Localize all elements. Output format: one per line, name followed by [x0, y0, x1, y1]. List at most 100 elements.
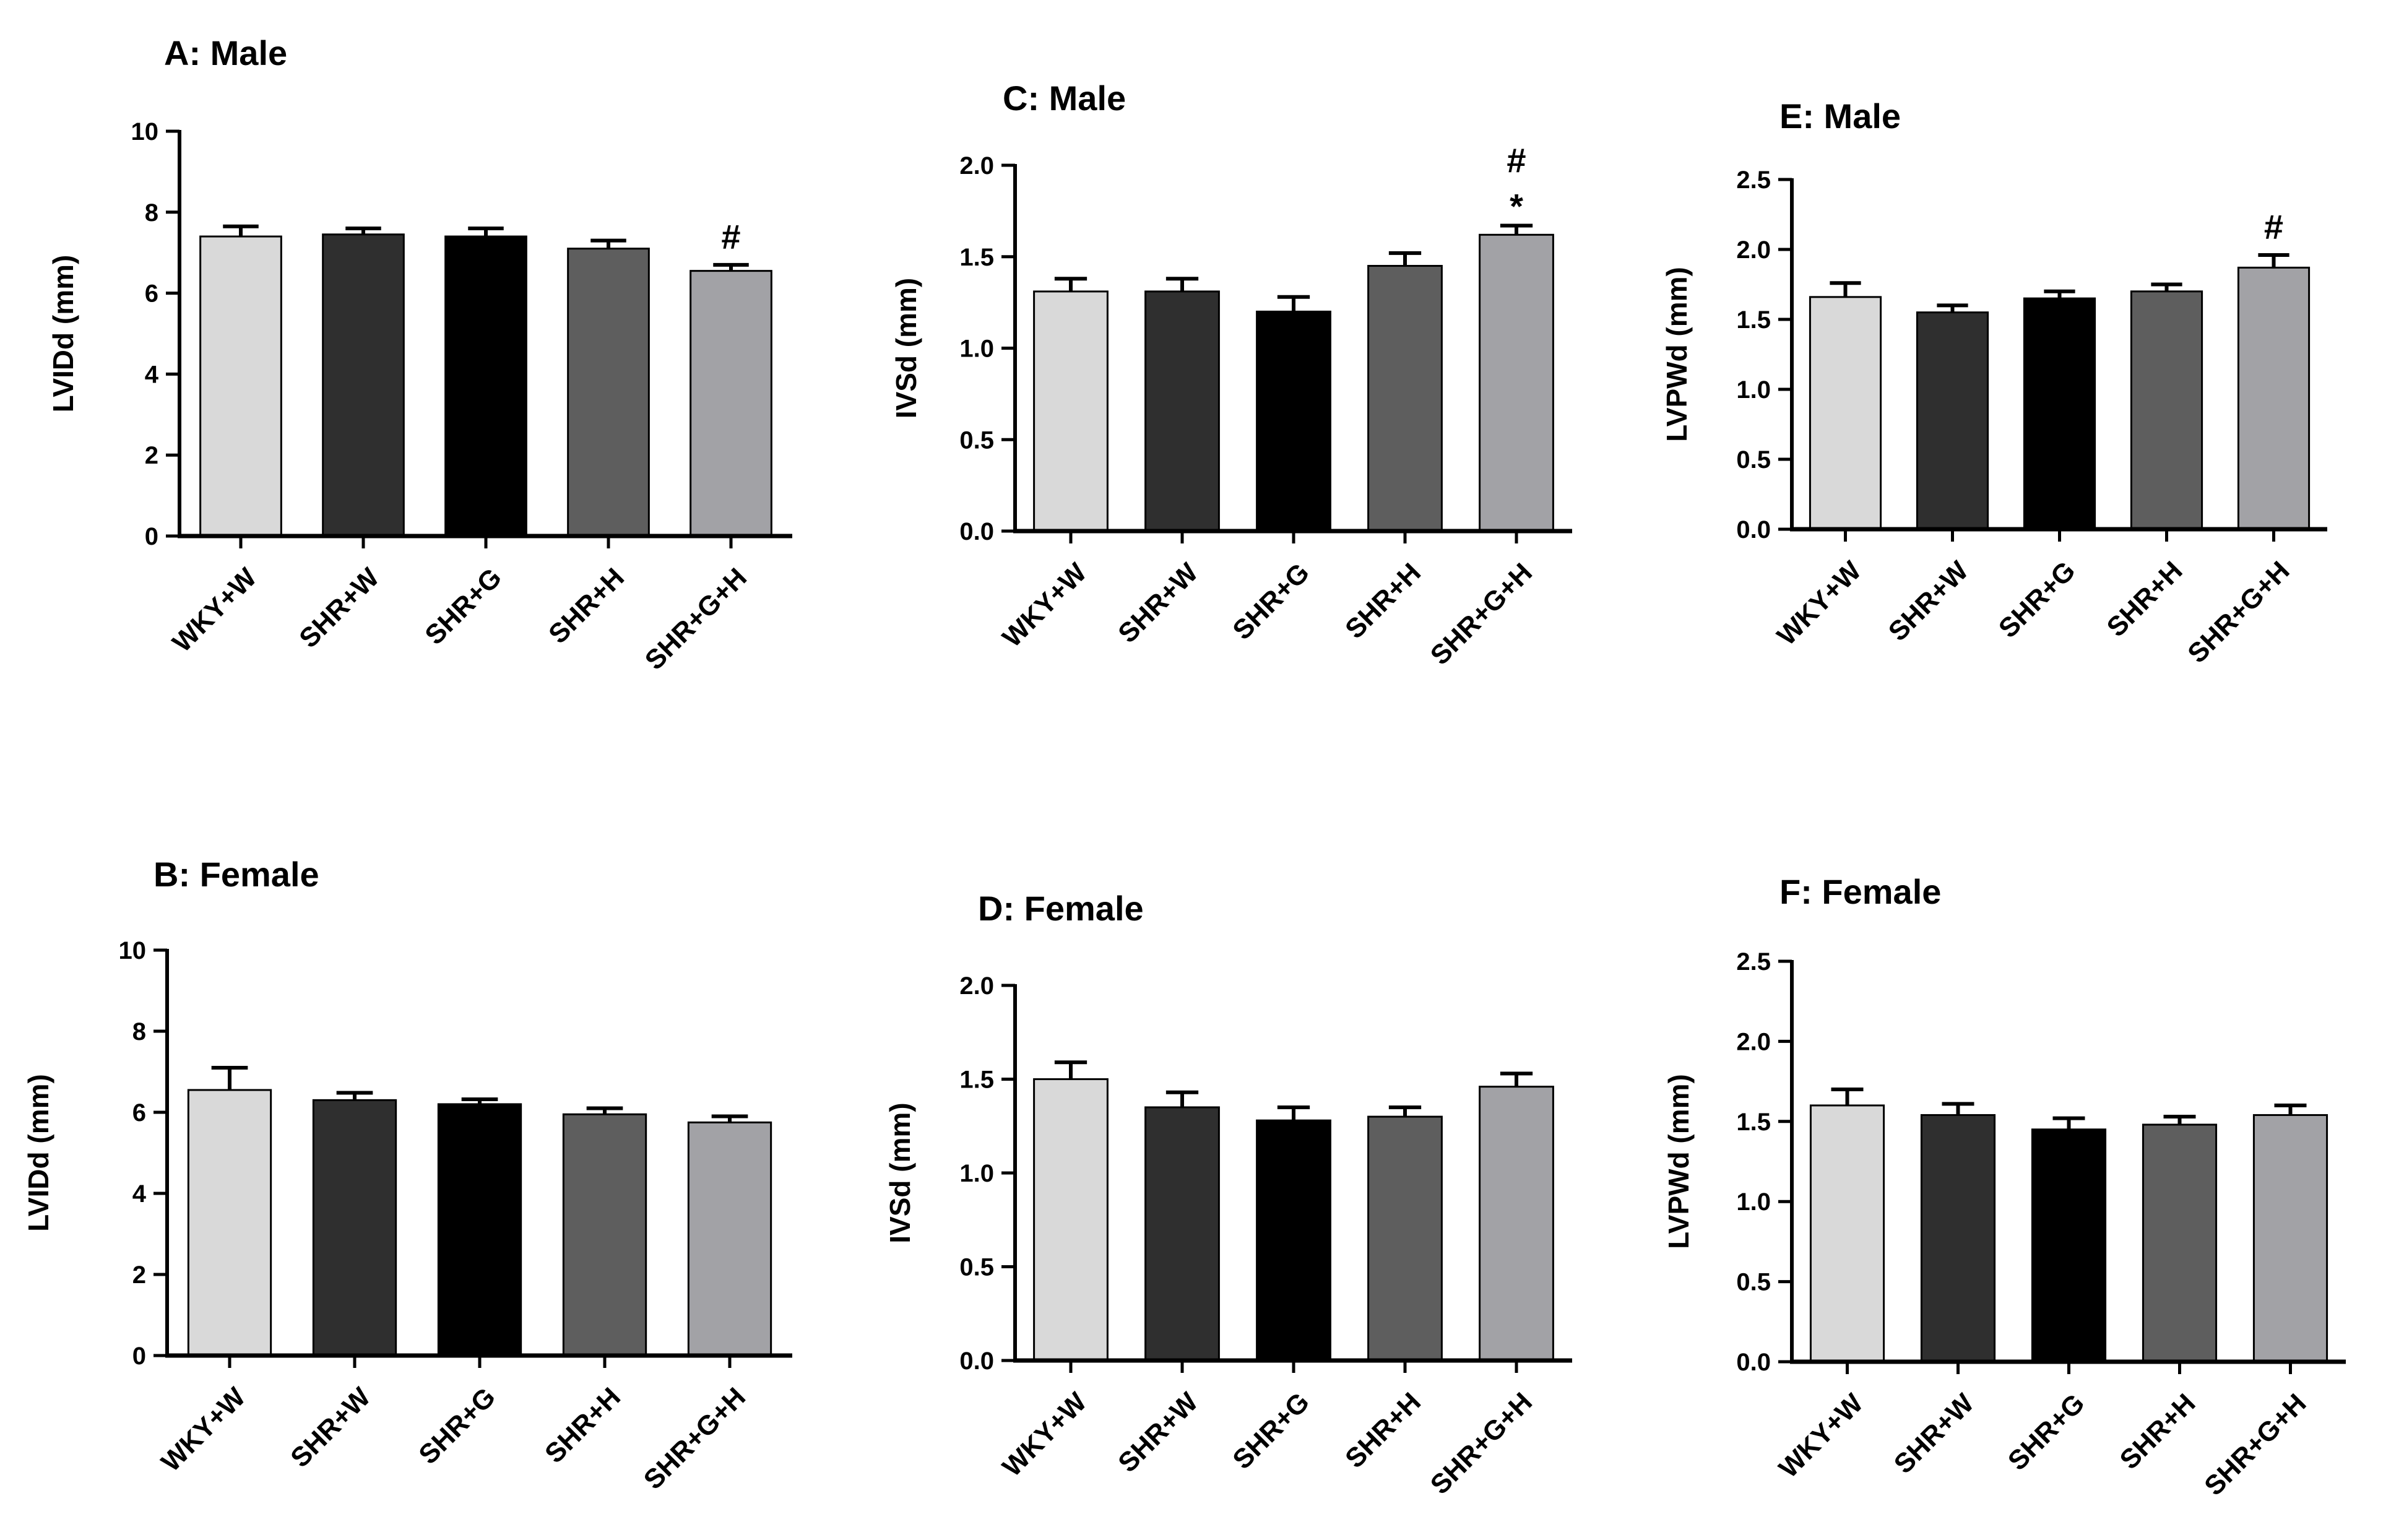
bar [199, 235, 282, 537]
y-tick-label: 8 [145, 199, 158, 227]
significance-mark: # [1507, 141, 1526, 180]
panel-title: B: Female [153, 855, 319, 894]
y-tick-label: 2.5 [1736, 167, 1771, 194]
y-axis-label: IVSd (mm) [884, 1102, 916, 1243]
y-tick-label: 1.0 [1736, 376, 1771, 404]
y-tick-label: 1.0 [1736, 1188, 1771, 1216]
y-tick-label: 2.0 [959, 152, 994, 180]
bar [1809, 296, 1882, 530]
significance-mark: # [721, 217, 740, 256]
bar [1916, 311, 1989, 530]
y-axis-label: LVIDd (mm) [22, 1074, 54, 1232]
chart-panel-e: E: Male LVPWd (mm) WKY+W SHR+W SHR+G SHR+H # SH… [1661, 97, 2327, 669]
x-tick-label: WKY+W [155, 1382, 251, 1477]
panel-title: D: Female [978, 889, 1144, 928]
chart-panel-b: B: Female LVIDd (mm) WKY+W SHR+W SHR+G SHR+H S… [22, 855, 792, 1495]
bar [567, 248, 650, 537]
x-tick-label: WKY+W [997, 557, 1092, 653]
x-tick-label: SHR+H [543, 562, 630, 649]
x-tick-label: SHR+G [419, 562, 508, 651]
chart-panel-d: D: Female IVSd (mm) WKY+W SHR+W SHR+G SHR+HSH… [884, 889, 1572, 1500]
y-tick-label: 2 [132, 1261, 146, 1289]
y-tick-label: 0.0 [1736, 516, 1771, 543]
y-tick-label: 0.5 [959, 426, 994, 454]
bar [187, 1089, 272, 1357]
x-tick-label: SHR+H [539, 1382, 626, 1469]
significance-mark: * [1510, 187, 1523, 226]
bar [2252, 1114, 2328, 1363]
y-tick-label: 10 [131, 118, 159, 145]
y-tick-label: 0.0 [959, 1348, 994, 1375]
x-tick-label: SHR+G+H [1425, 1386, 1538, 1500]
significance-mark: # [2264, 207, 2283, 246]
x-tick-label: WKY+W [166, 562, 262, 658]
x-tick-label: SHR+W [1888, 1388, 1980, 1479]
bar [1256, 310, 1331, 532]
x-tick-label: SHR+G+H [1425, 557, 1538, 670]
y-axis-label: LVPWd (mm) [1662, 1074, 1695, 1249]
y-tick-label: 6 [132, 1099, 146, 1127]
x-tick-label: SHR+W [1112, 557, 1204, 649]
x-tick-label: SHR+W [1883, 555, 1974, 647]
bar [2023, 297, 2096, 530]
bar [2130, 290, 2203, 530]
y-axis-label: LVPWd (mm) [1661, 267, 1693, 442]
x-tick-label: SHR+H [1339, 557, 1427, 644]
bar [322, 233, 405, 537]
y-tick-label: 0.0 [959, 518, 994, 545]
x-tick-label: WKY+W [1771, 555, 1867, 651]
y-tick-label: 8 [132, 1018, 146, 1045]
bar [690, 270, 772, 537]
y-axis-label: IVSd (mm) [890, 278, 922, 418]
panel-title: C: Male [1003, 79, 1126, 118]
x-tick-label: SHR+W [285, 1382, 376, 1473]
x-tick-label: SHR+W [1112, 1386, 1204, 1478]
y-tick-label: 0 [145, 523, 158, 550]
x-tick-label: SHR+H [1339, 1386, 1427, 1474]
y-tick-label: 1.5 [1736, 306, 1771, 334]
bar [1033, 1078, 1109, 1362]
chart-panel-a: A: Male LVIDd (mm) WKY+W SHR+W SHR+G SHR+H # SH… [47, 33, 792, 676]
bar [312, 1099, 397, 1357]
y-tick-label: 2.0 [1736, 236, 1771, 264]
y-tick-label: 4 [132, 1180, 147, 1208]
y-tick-label: 1.0 [959, 335, 994, 363]
y-tick-label: 0.5 [1736, 1269, 1771, 1296]
bar [1144, 290, 1220, 532]
bar [1809, 1104, 1885, 1363]
y-tick-label: 1.5 [959, 1066, 994, 1094]
x-tick-label: SHR+H [2114, 1388, 2202, 1475]
bar [562, 1113, 647, 1357]
y-tick-label: 4 [145, 361, 159, 388]
y-tick-label: 1.5 [1736, 1109, 1771, 1136]
y-tick-label: 6 [145, 280, 158, 308]
x-tick-label: SHR+W [293, 562, 385, 654]
y-tick-label: 0 [132, 1343, 146, 1370]
x-tick-label: SHR+G [413, 1382, 501, 1470]
chart-panel-c: C: Male IVSd (mm) WKY+W SHR+W SHR+G SHR+H * # SH… [890, 79, 1572, 671]
x-tick-label: SHR+G [1227, 557, 1315, 646]
y-tick-label: 2.5 [1736, 948, 1771, 975]
x-tick-label: SHR+G+H [2182, 555, 2295, 668]
y-tick-label: 1.0 [959, 1160, 994, 1187]
bar [1479, 1086, 1554, 1362]
x-tick-label: SHR+G [1227, 1386, 1315, 1475]
x-tick-label: SHR+H [2101, 555, 2189, 642]
x-tick-label: WKY+W [997, 1386, 1092, 1482]
x-tick-label: SHR+G+H [638, 1382, 751, 1495]
y-tick-label: 10 [119, 937, 147, 964]
y-tick-label: 0.5 [959, 1254, 994, 1281]
y-axis-label: LVIDd (mm) [47, 255, 79, 413]
y-tick-label: 1.5 [959, 244, 994, 271]
y-tick-label: 2.0 [959, 972, 994, 1000]
bar [1256, 1119, 1331, 1362]
panel-title: E: Male [1779, 97, 1901, 136]
y-tick-label: 0.0 [1736, 1349, 1771, 1376]
bar [1367, 265, 1443, 532]
x-tick-label: SHR+G [2002, 1388, 2091, 1476]
bar [437, 1103, 522, 1357]
x-tick-label: WKY+W [1773, 1388, 1869, 1484]
bar [1920, 1114, 1996, 1363]
bar [2142, 1123, 2218, 1363]
